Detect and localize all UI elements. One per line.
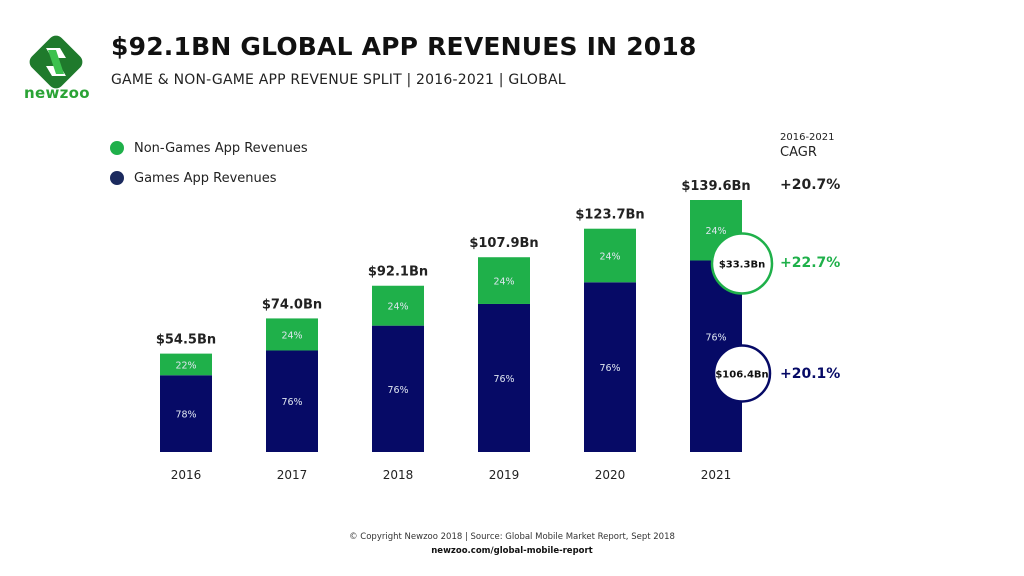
year-label-2020: 2020 <box>595 468 626 482</box>
newzoo-logo-icon <box>29 35 83 89</box>
cagr-total: +20.7% <box>780 177 841 193</box>
legend-item-games: Games App Revenues <box>110 163 308 193</box>
pct-label-non-games-2016: 22% <box>175 360 196 371</box>
cagr-non-games: +22.7% <box>780 255 841 271</box>
year-label-2021: 2021 <box>701 468 732 482</box>
legend-item-non-games: Non-Games App Revenues <box>110 133 308 163</box>
bar-games-2016 <box>160 375 212 452</box>
annotation-circle-non-games <box>710 232 774 295</box>
pct-label-games-2021: 76% <box>705 332 726 343</box>
bar-non-games-2018 <box>372 285 424 326</box>
annotation-label-non-games: $33.3Bn <box>719 259 765 270</box>
annotation-circle-games <box>712 344 772 403</box>
total-label-2019: $107.9Bn <box>469 236 538 251</box>
pct-label-games-2016: 78% <box>175 410 196 421</box>
chart-title: $92.1BN GLOBAL APP REVENUES IN 2018 <box>111 32 697 61</box>
copyright-source: © Copyright Newzoo 2018 | Source: Global… <box>349 532 675 542</box>
pct-label-games-2019: 76% <box>493 374 514 385</box>
bar-games-2020 <box>584 282 636 452</box>
total-label-2021: $139.6Bn <box>681 179 750 194</box>
pct-label-games-2018: 76% <box>387 385 408 396</box>
report-link[interactable]: newzoo.com/global-mobile-report <box>431 546 593 556</box>
year-label-2016: 2016 <box>171 468 202 482</box>
pct-label-games-2020: 76% <box>599 363 620 374</box>
year-label-2017: 2017 <box>277 468 308 482</box>
pct-label-non-games-2021: 24% <box>705 226 726 237</box>
total-label-2017: $74.0Bn <box>262 297 322 312</box>
total-label-2018: $92.1Bn <box>368 265 428 280</box>
pct-label-non-games-2017: 24% <box>281 330 302 341</box>
annotation-label-games: $106.4Bn <box>715 369 768 380</box>
legend-label-games: Games App Revenues <box>134 170 277 186</box>
chart-subtitle: GAME & NON-GAME APP REVENUE SPLIT | 2016… <box>111 72 566 88</box>
legend-swatch-non-games <box>110 141 124 155</box>
year-label-2018: 2018 <box>383 468 414 482</box>
total-label-2016: $54.5Bn <box>156 333 216 348</box>
cagr-period: 2016-2021 <box>780 132 835 143</box>
legend-label-non-games: Non-Games App Revenues <box>134 140 308 156</box>
pct-label-non-games-2018: 24% <box>387 302 408 313</box>
legend: Non-Games App Revenues Games App Revenue… <box>110 133 308 193</box>
cagr-label: CAGR <box>780 145 817 160</box>
bar-games-2017 <box>266 350 318 452</box>
year-label-2019: 2019 <box>489 468 520 482</box>
pct-label-games-2017: 76% <box>281 397 302 408</box>
bar-non-games-2019 <box>478 257 530 304</box>
pct-label-non-games-2019: 24% <box>493 277 514 288</box>
brand-name: newzoo <box>24 84 90 102</box>
bar-non-games-2020 <box>584 228 636 283</box>
cagr-header: 2016-2021 CAGR <box>780 132 835 160</box>
bar-games-2018 <box>372 325 424 452</box>
pct-label-non-games-2020: 24% <box>599 251 620 262</box>
bar-games-2019 <box>478 303 530 452</box>
bar-non-games-2017 <box>266 318 318 351</box>
cagr-games: +20.1% <box>780 366 841 382</box>
bar-non-games-2016 <box>160 353 212 376</box>
total-label-2020: $123.7Bn <box>575 208 644 223</box>
legend-swatch-games <box>110 171 124 185</box>
